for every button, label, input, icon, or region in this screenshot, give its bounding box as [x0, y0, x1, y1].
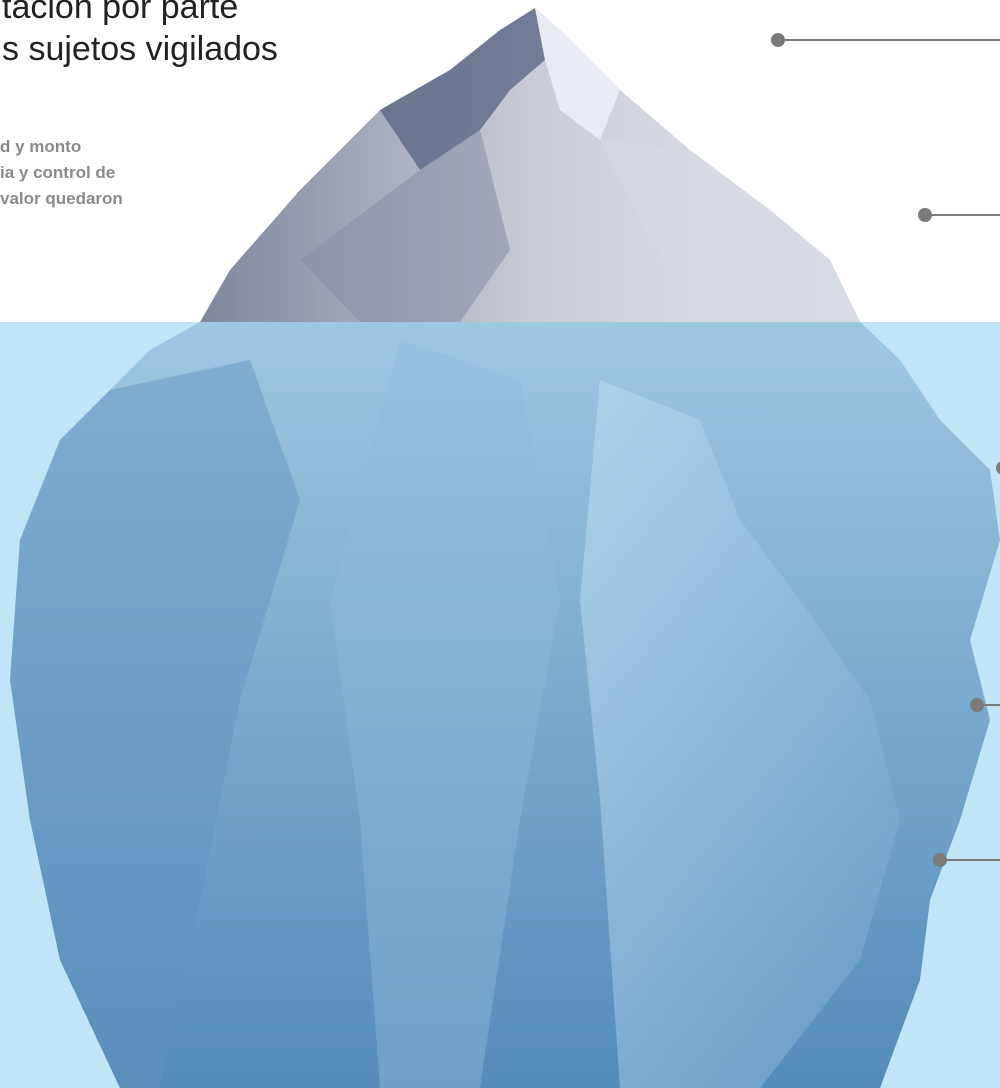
note-line: d y monto — [0, 137, 81, 156]
title-line: tación por parte — [2, 0, 238, 26]
note-line: ia y control de — [0, 163, 115, 182]
iceberg-infographic: tación por parte s sujetos vigilados d y… — [0, 0, 1000, 1088]
title-line: s sujetos vigilados — [2, 30, 278, 68]
page: {"title": {"lines": ["tación por parte",… — [0, 0, 1000, 1088]
note-line: valor quedaron — [0, 189, 123, 208]
